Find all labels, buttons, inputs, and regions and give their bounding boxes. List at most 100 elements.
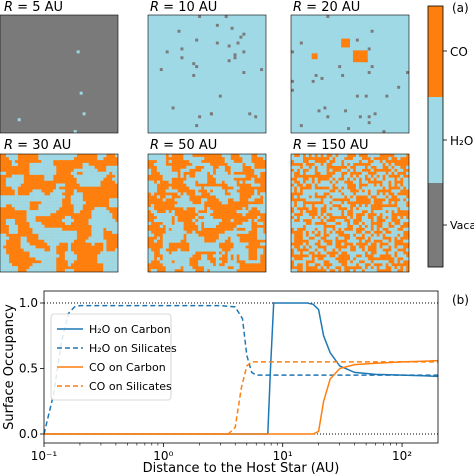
grid-cell-h2o [347, 239, 351, 243]
grid-cell-h2o [112, 251, 116, 255]
grid-cell-h2o [192, 183, 196, 187]
grid-cell-h2o [352, 210, 357, 214]
grid-cell-h2o [391, 168, 395, 172]
grid-cell-h2o [115, 251, 119, 255]
grid-cell-h2o [230, 168, 234, 172]
grid-cell-speckle [373, 112, 377, 116]
grid-cell-h2o [236, 186, 240, 190]
grid-cell-h2o [53, 239, 57, 243]
grid-cell-h2o [180, 195, 184, 199]
grid-cell-h2o [53, 195, 57, 199]
grid-cell-h2o [73, 201, 77, 205]
grid-cell-h2o [112, 168, 116, 172]
grid-cell-h2o [183, 154, 187, 158]
grid-cell-h2o [53, 192, 57, 196]
grid-cell-h2o [56, 236, 60, 240]
grid-cell-h2o [245, 251, 249, 255]
grid-cell-h2o [335, 162, 339, 166]
grid-cell-h2o [41, 230, 45, 234]
grid-cell-h2o [376, 177, 380, 181]
grid-cell-speckle [215, 41, 219, 45]
grid-cell-h2o [314, 239, 318, 243]
grid-cell-h2o [79, 198, 83, 202]
grid-cell-h2o [201, 201, 205, 205]
grid-cell-h2o [165, 251, 169, 255]
grid-cell-h2o [317, 162, 321, 166]
grid-cell-h2o [291, 224, 295, 228]
grid-cell-h2o [29, 165, 33, 169]
grid-cell-h2o [355, 159, 360, 164]
grid-cell-h2o [215, 257, 219, 261]
grid-cell-h2o [370, 239, 374, 243]
grid-cell-h2o [358, 263, 362, 267]
grid-cell-h2o [332, 236, 336, 240]
grid-cell-h2o [100, 156, 104, 161]
grid-cell-h2o [159, 251, 163, 255]
grid-cell-h2o [5, 254, 10, 258]
grid-cell-h2o [257, 251, 261, 255]
grid-cell-h2o [344, 213, 348, 217]
grid-cell-h2o [177, 254, 181, 258]
grid-cell-h2o [159, 159, 163, 164]
grid-cell-h2o [361, 204, 365, 208]
grid-cell-h2o [263, 154, 267, 158]
grid-cell-h2o [76, 210, 80, 214]
grid-cell-h2o [50, 156, 54, 161]
grid-cell-h2o [379, 227, 383, 231]
grid-cell-h2o [94, 183, 98, 187]
grid-cell-h2o [59, 192, 63, 196]
grid-cell-h2o [239, 245, 243, 249]
grid-cell-h2o [370, 183, 374, 187]
grid-cell-h2o [112, 201, 116, 205]
grid-cell-h2o [186, 195, 190, 199]
grid-cell-h2o [192, 233, 196, 237]
grid-cell-h2o [88, 183, 92, 187]
grid-cell-h2o [335, 174, 339, 178]
grid-cell-h2o [406, 248, 410, 252]
grid-cell-h2o [150, 192, 155, 196]
grid-cell-h2o [50, 162, 54, 166]
grid-cell-h2o [207, 242, 211, 246]
grid-cell-h2o [391, 177, 395, 181]
grid-cell-h2o [218, 189, 222, 193]
grid-cell-h2o [91, 165, 95, 169]
grid-cell-h2o [233, 242, 237, 246]
grid-cell-h2o [355, 224, 360, 228]
grid-cell-h2o [341, 248, 345, 252]
grid-cell-speckle [215, 23, 219, 27]
grid-cell-h2o [350, 230, 354, 234]
grid-cell-h2o [332, 201, 336, 205]
grid-cell-h2o [403, 183, 407, 187]
grid-cell-h2o [53, 201, 57, 205]
grid-cell-h2o [29, 168, 33, 172]
grid-cell-h2o [299, 218, 303, 223]
grid-cell-h2o [373, 189, 377, 193]
grid-cell-h2o [239, 254, 243, 258]
grid-cell-h2o [221, 233, 225, 237]
grid-cell-speckle [195, 124, 199, 128]
grid-cell-h2o [97, 210, 101, 214]
grid-cell-h2o [394, 248, 398, 252]
grid-cell-h2o [38, 221, 42, 225]
grid-cell-h2o [370, 263, 374, 267]
grid-cell-h2o [56, 154, 60, 158]
grid-cell-h2o [88, 168, 92, 172]
grid-cell-h2o [326, 257, 330, 261]
grid-cell-h2o [263, 204, 267, 208]
grid-cell-h2o [236, 236, 240, 240]
grid-cell-h2o [370, 198, 374, 202]
grid-cell-h2o [323, 213, 327, 217]
grid-cell-h2o [299, 204, 303, 208]
grid-cell-h2o [97, 174, 101, 178]
colorbar: CO H₂O Vacant [427, 5, 474, 268]
grid-cell-h2o [224, 201, 228, 205]
grid-cell-h2o [314, 260, 318, 264]
grid-cell-h2o [260, 233, 264, 237]
grid-cell-h2o [168, 159, 172, 164]
grid-cell-h2o [254, 168, 258, 172]
grid-cell-h2o [245, 230, 249, 234]
grid-cell-h2o [53, 156, 57, 161]
grid-cell-h2o [326, 189, 330, 193]
grid-cell-h2o [11, 218, 15, 223]
grid-cell-h2o [26, 207, 30, 211]
